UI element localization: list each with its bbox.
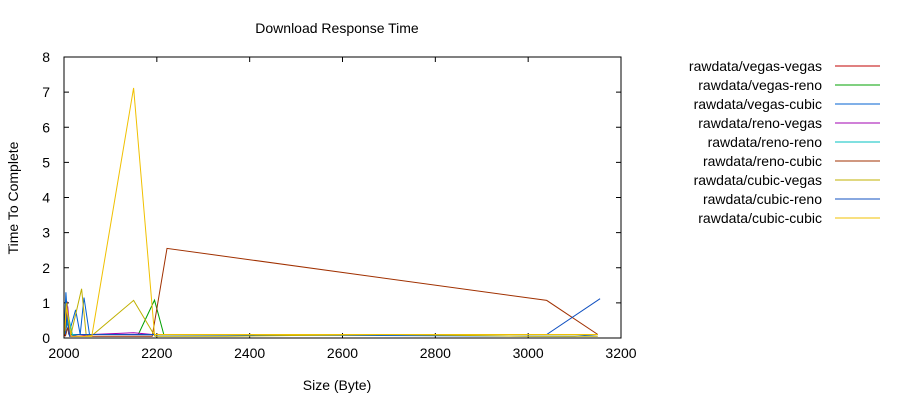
legend-label: rawdata/cubic-vegas (694, 172, 822, 188)
legend-label: rawdata/cubic-cubic (698, 210, 822, 226)
y-tick-label: 3 (42, 225, 50, 241)
axis-ticks: 2000 2200 2400 2600 2800 3000 3200 0 1 2 3 4 5 6 7 8 (42, 49, 637, 361)
legend-label: rawdata/reno-cubic (703, 153, 822, 169)
x-axis-label: Size (Byte) (303, 377, 371, 393)
series-line-7 (64, 288, 598, 337)
y-tick-label: 0 (42, 330, 50, 346)
x-tick-label: 3200 (605, 345, 636, 361)
series-line-8 (64, 298, 601, 337)
x-tick-label: 2800 (420, 345, 451, 361)
series-line-2 (64, 298, 598, 335)
x-tick-label: 3000 (513, 345, 544, 361)
legend-label: rawdata/vegas-reno (698, 77, 822, 93)
legend-label: rawdata/vegas-cubic (694, 96, 822, 112)
legend: rawdata/vegas-vegas rawdata/vegas-reno raw… (689, 58, 880, 226)
y-axis-label: Time To Complete (5, 141, 21, 254)
legend-label: rawdata/reno-reno (708, 134, 823, 150)
legend-label: rawdata/vegas-vegas (689, 58, 822, 74)
x-tick-label: 2400 (234, 345, 265, 361)
legend-label: rawdata/cubic-reno (703, 191, 822, 207)
y-tick-label: 1 (42, 295, 50, 311)
y-tick-label: 4 (42, 190, 50, 206)
x-tick-label: 2600 (327, 345, 358, 361)
series-line-3 (64, 292, 598, 337)
y-tick-label: 5 (42, 154, 50, 170)
x-tick-label: 2000 (48, 345, 79, 361)
x-tick-label: 2200 (141, 345, 172, 361)
series-line-9 (64, 87, 598, 337)
chart-title: Download Response Time (255, 20, 419, 36)
plot-series (64, 87, 601, 337)
series-line-6 (64, 247, 599, 337)
y-tick-label: 6 (42, 119, 50, 135)
y-tick-label: 2 (42, 260, 50, 276)
legend-label: rawdata/reno-vegas (698, 115, 822, 131)
y-tick-label: 7 (42, 84, 50, 100)
y-tick-label: 8 (42, 49, 50, 65)
plot-frame (63, 56, 622, 339)
